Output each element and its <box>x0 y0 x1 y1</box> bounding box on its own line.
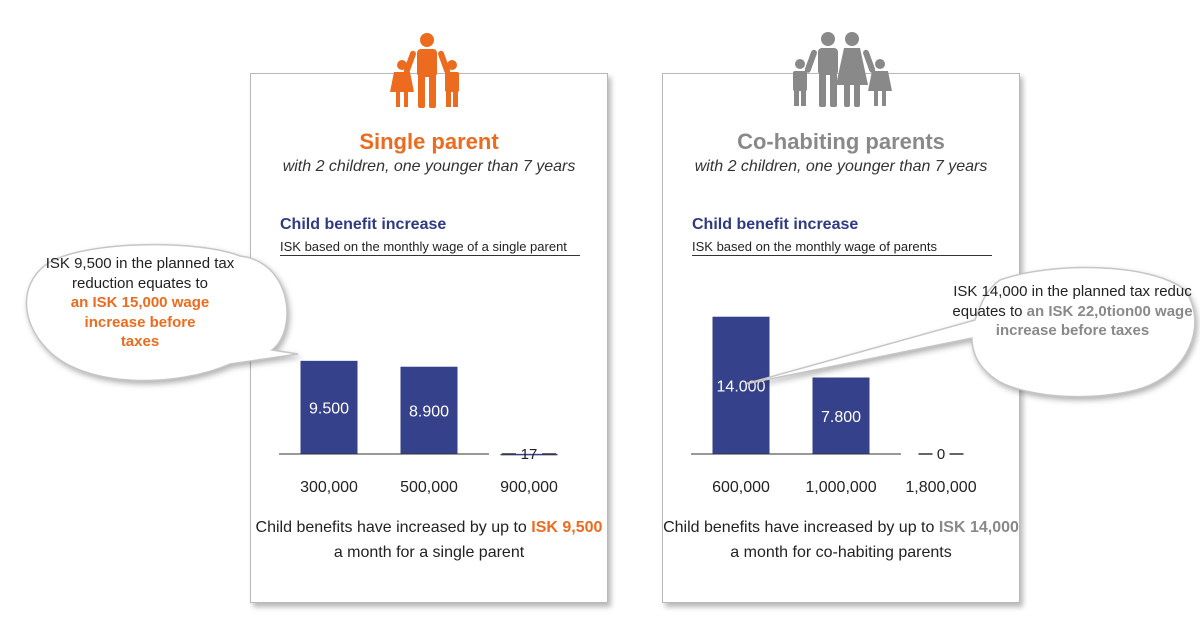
callout-plain: ISK 9,500 in the planned tax reduction e… <box>45 255 235 292</box>
chart-subtitle: ISK based on the monthly wage of a singl… <box>280 239 567 254</box>
bar-value-label: 17 <box>521 446 538 463</box>
x-tick-label: 900,000 <box>500 479 558 496</box>
footer-text: Child benefits have increased by up to <box>663 519 939 536</box>
bar <box>400 366 458 454</box>
footer-text: Child benefits have increased by up to <box>255 519 532 536</box>
callout-text-left: ISK 9,500 in the planned tax reduction e… <box>20 254 260 352</box>
panel-title: Co-habiting parents <box>737 129 945 154</box>
panel-footer: Child benefits have increased by up to I… <box>251 515 607 565</box>
callout-text-right: ISK 14,000 in the planned tax reduc equa… <box>950 282 1195 341</box>
bar <box>712 316 770 454</box>
x-tick-label: 500,000 <box>400 479 458 496</box>
callout-plain: ISK 14,000 in the planned tax reduc equa… <box>952 283 1192 320</box>
footer-highlight: ISK 9,500 <box>531 519 603 536</box>
family-single-parent-icon <box>390 33 459 108</box>
x-tick-label: 600,000 <box>712 479 770 496</box>
bar-value-label: 7.800 <box>821 409 861 426</box>
bar <box>300 360 358 454</box>
x-tick-label: 300,000 <box>300 479 358 496</box>
x-tick-label: 1,000,000 <box>805 479 876 496</box>
footer-highlight: ISK 14,000 <box>938 519 1019 536</box>
bar-value-label: 8.900 <box>409 403 449 420</box>
bar-chart-single-parent: 9.500 300,000 8.900 500,000 17 900,000 <box>279 360 558 496</box>
x-tick-label: 1,800,000 <box>905 479 976 496</box>
callout-highlight: an ISK 15,000 wage increase before taxes <box>70 294 210 350</box>
footer-text-end: a month for co-habiting parents <box>730 544 952 561</box>
chart-subtitle: ISK based on the monthly wage of parents <box>692 239 937 254</box>
panel-subtitle: with 2 children, one younger than 7 year… <box>282 158 576 175</box>
bar <box>500 453 558 456</box>
panel-title: Single parent <box>359 129 499 154</box>
chart-underline <box>692 255 992 256</box>
chart-underline <box>280 255 580 256</box>
panel-footer: Child benefits have increased by up to I… <box>663 515 1019 565</box>
callout-highlight: an ISK 22,0tion00 wage increase before t… <box>995 302 1193 340</box>
chart-title: Child benefit increase <box>692 216 859 233</box>
bar <box>812 377 870 454</box>
bar-value-label: 0 <box>937 446 945 463</box>
bar-value-label: 9.500 <box>309 400 349 417</box>
footer-text-end: a month for a single parent <box>333 544 525 561</box>
single-parent-card: Single parent with 2 children, one young… <box>250 33 608 603</box>
family-two-parents-icon <box>793 32 892 107</box>
chart-title: Child benefit increase <box>280 216 447 233</box>
panel-subtitle: with 2 children, one younger than 7 year… <box>694 158 988 175</box>
